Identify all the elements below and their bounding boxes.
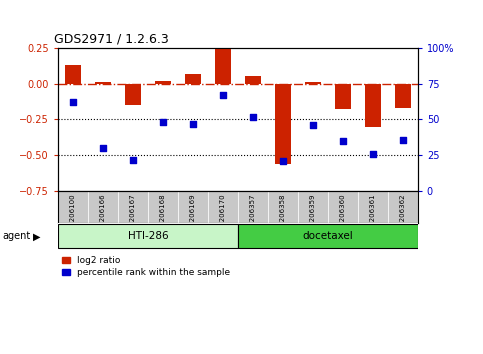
Bar [395,84,411,108]
Text: HTI-286: HTI-286 [128,231,168,241]
Bar [305,82,321,84]
Text: GSM206360: GSM206360 [340,194,346,236]
Bar [65,65,81,84]
Bar [238,224,418,248]
Text: GSM206100: GSM206100 [70,194,76,236]
Text: GSM206357: GSM206357 [250,194,256,236]
Text: GSM206167: GSM206167 [130,194,136,236]
Bar [238,191,268,223]
Text: GSM206170: GSM206170 [220,194,226,236]
Bar [185,74,201,84]
Point [309,122,317,128]
Point [279,158,287,164]
Point [249,114,257,119]
Point [369,151,377,157]
Bar [118,191,148,223]
Text: GSM206359: GSM206359 [310,194,316,236]
Bar [178,191,208,223]
Bar [155,81,171,84]
Point [129,157,137,162]
Bar [365,84,381,127]
Bar [95,82,111,84]
Point [99,145,107,151]
Text: docetaxel: docetaxel [302,231,353,241]
Bar [275,84,291,164]
Text: GSM206169: GSM206169 [190,194,196,236]
Bar [388,191,418,223]
Bar [125,84,141,105]
Bar [358,191,388,223]
Bar [214,48,231,84]
Point [339,138,347,144]
Point [399,137,407,142]
Text: GSM206361: GSM206361 [370,194,376,236]
Bar [148,191,178,223]
Bar [328,191,358,223]
Point [69,99,77,105]
Bar [58,191,88,223]
Text: GDS2971 / 1.2.6.3: GDS2971 / 1.2.6.3 [55,32,169,45]
Text: agent: agent [2,231,30,241]
Point [189,121,197,127]
Point [219,92,227,98]
Text: ▶: ▶ [32,231,40,241]
Bar [298,191,328,223]
Text: GSM206358: GSM206358 [280,194,286,236]
Bar [335,84,351,109]
Legend: log2 ratio, percentile rank within the sample: log2 ratio, percentile rank within the s… [62,256,230,277]
Bar [268,191,298,223]
Text: GSM206168: GSM206168 [160,194,166,236]
Point [159,120,167,125]
Bar [88,191,118,223]
Bar [244,76,261,84]
Bar [208,191,238,223]
Bar [58,224,238,248]
Text: GSM206166: GSM206166 [100,194,106,236]
Text: GSM206362: GSM206362 [400,194,406,236]
